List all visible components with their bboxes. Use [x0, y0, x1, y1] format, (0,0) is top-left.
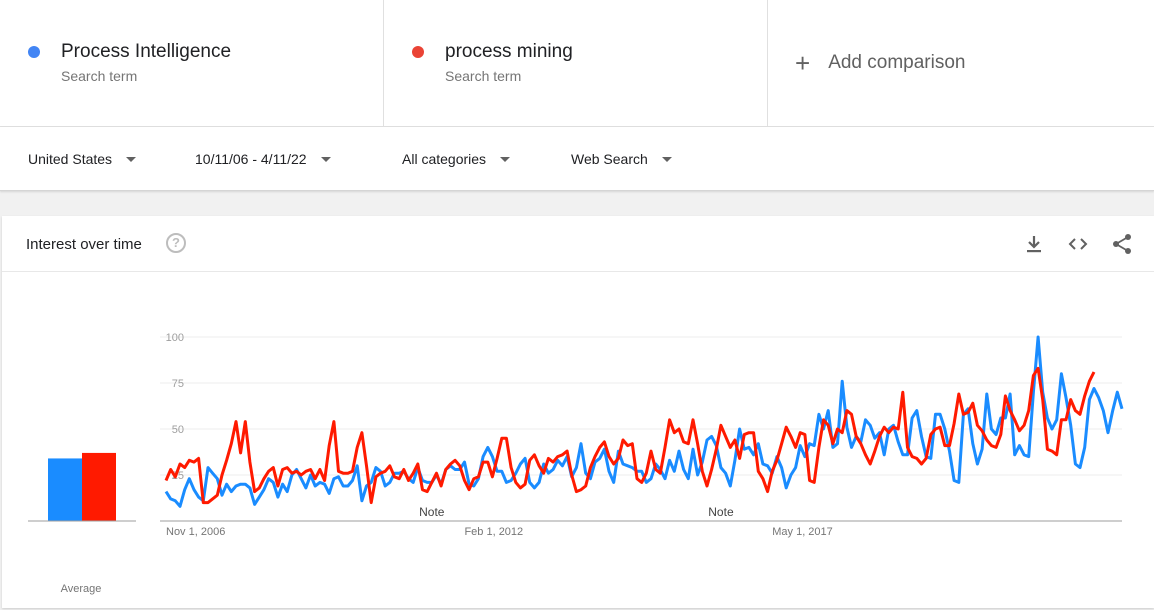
note-marker[interactable]: Note [419, 505, 445, 519]
chevron-down-icon [500, 156, 511, 162]
note-marker[interactable]: Note [708, 505, 734, 519]
x-tick-label: May 1, 2017 [772, 526, 833, 538]
help-circle-icon[interactable]: ? [166, 233, 186, 253]
category-dropdown[interactable]: All categories [402, 151, 511, 167]
x-tick-label: Feb 1, 2012 [464, 526, 523, 538]
term-card-process-intelligence[interactable]: Process Intelligence Search term [0, 0, 384, 127]
chart-grid [160, 336, 1122, 522]
search-terms-bar: Process Intelligence Search term process… [0, 0, 1154, 127]
category-value: All categories [402, 151, 487, 167]
series-lines [164, 335, 1124, 508]
average-bar-process-mining[interactable] [82, 452, 116, 521]
search-type-value: Web Search [571, 151, 648, 167]
date-range-dropdown[interactable]: 10/11/06 - 4/11/22 [195, 151, 331, 167]
filter-bar: United States 10/11/06 - 4/11/22 All cat… [0, 127, 1154, 191]
add-comparison-button[interactable]: + Add comparison [768, 0, 1154, 127]
interest-over-time-card: Interest over time ? Average 100 75 50 2… [2, 216, 1154, 608]
term-name[interactable]: Process Intelligence [61, 41, 232, 62]
chevron-down-icon [661, 156, 672, 162]
x-tick-label: Nov 1, 2006 [166, 526, 225, 538]
x-axis-labels: Nov 1, 2006 Feb 1, 2012 May 1, 2017 [166, 526, 833, 538]
series-color-dot [412, 46, 424, 58]
plus-icon: + [795, 48, 811, 78]
region-dropdown[interactable]: United States [28, 151, 137, 167]
term-name[interactable]: process mining [445, 41, 573, 62]
card-title: Interest over time [26, 236, 142, 253]
term-type: Search term [61, 68, 138, 84]
average-bars [48, 452, 116, 521]
series-line-process-mining[interactable] [164, 366, 1096, 505]
code-icon[interactable] [1066, 232, 1090, 256]
y-tick-label: 100 [166, 332, 184, 344]
chevron-down-icon [320, 156, 331, 162]
series-color-dot [28, 46, 40, 58]
term-type: Search term [445, 68, 522, 84]
date-range-value: 10/11/06 - 4/11/22 [195, 151, 307, 167]
download-icon[interactable] [1022, 232, 1046, 256]
share-icon[interactable] [1110, 232, 1134, 256]
search-type-dropdown[interactable]: Web Search [571, 151, 672, 167]
y-axis-labels: 100 75 50 25 [166, 332, 184, 482]
average-label: Average [61, 583, 102, 595]
average-bar-process-intelligence[interactable] [48, 458, 82, 521]
term-card-process-mining[interactable]: process mining Search term [384, 0, 768, 127]
chevron-down-icon [126, 156, 137, 162]
chart-notes: Note Note [419, 505, 734, 519]
y-tick-label: 25 [172, 470, 184, 482]
y-tick-label: 75 [172, 378, 184, 390]
interest-chart: Average 100 75 50 25 Nov 1, 2006 Feb 1, … [28, 332, 1124, 595]
card-header: Interest over time ? [2, 216, 1154, 272]
y-tick-label: 50 [172, 424, 184, 436]
region-value: United States [28, 151, 113, 167]
add-comparison-label: Add comparison [828, 52, 966, 73]
